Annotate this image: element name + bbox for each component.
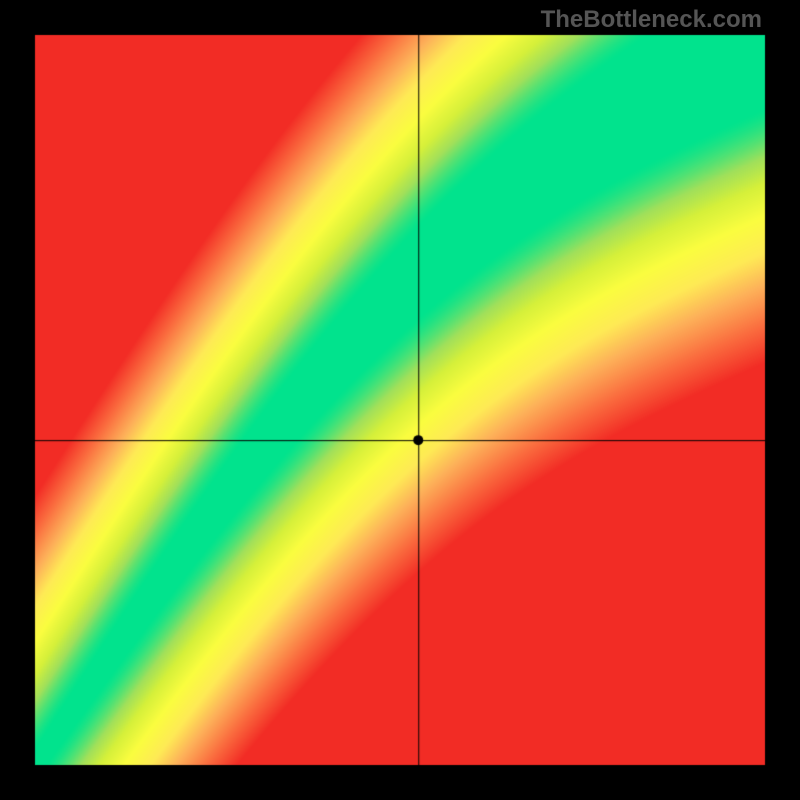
chart-container: TheBottleneck.com: [0, 0, 800, 800]
bottleneck-heatmap: [0, 0, 800, 800]
watermark-text: TheBottleneck.com: [541, 6, 762, 34]
